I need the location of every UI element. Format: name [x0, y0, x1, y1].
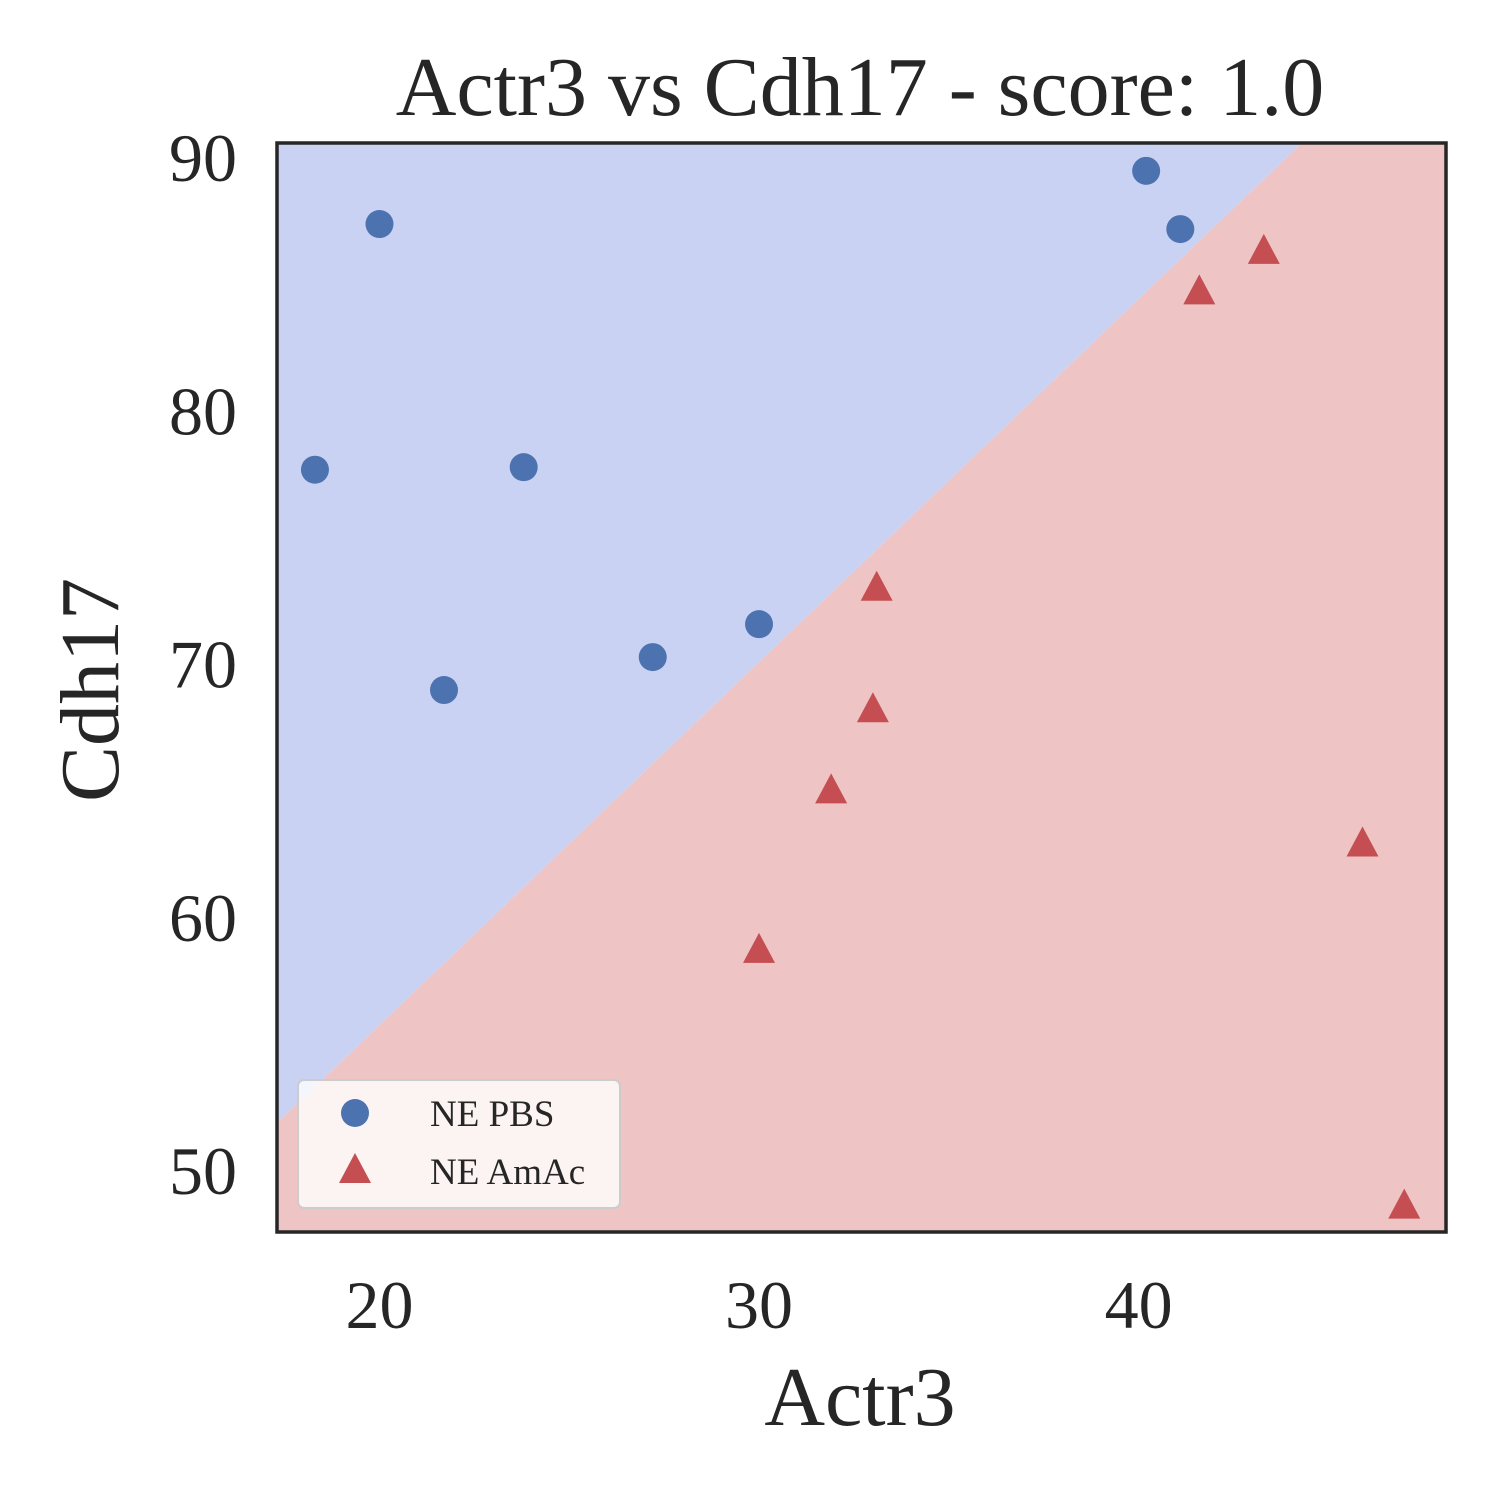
data-point — [638, 643, 667, 672]
data-point — [509, 453, 538, 482]
x-tick-labels: 20 30 40 — [345, 1267, 1172, 1343]
x-axis-label: Actr3 — [764, 1351, 955, 1444]
legend: NE PBS NE AmAc — [297, 1079, 621, 1209]
legend-triangle-marker — [339, 1153, 371, 1183]
data-point — [1183, 274, 1216, 305]
data-point — [815, 773, 848, 804]
data-point — [745, 610, 774, 639]
data-point — [1132, 156, 1161, 185]
y-tick-label: 60 — [169, 880, 237, 956]
data-point — [860, 570, 893, 601]
legend-item: NE PBS — [341, 1094, 554, 1135]
x-tick-label: 30 — [725, 1267, 793, 1343]
y-tick-labels: 50 60 70 80 90 — [169, 120, 237, 1209]
region-ne-pbs — [277, 143, 1302, 1124]
data-point — [430, 676, 458, 705]
data-point — [365, 210, 394, 239]
region-ne-amac — [277, 143, 1446, 1232]
legend-label: NE PBS — [430, 1094, 554, 1135]
data-point — [1388, 1188, 1421, 1219]
y-tick-label: 80 — [169, 373, 237, 449]
data-point — [856, 692, 889, 723]
x-tick-label: 20 — [345, 1267, 413, 1343]
chart-title: Actr3 vs Cdh17 - score: 1.0 — [396, 41, 1325, 134]
data-points — [300, 156, 1421, 1219]
data-point — [1247, 233, 1280, 264]
y-tick-label: 70 — [169, 627, 237, 703]
series-ne-pbs — [300, 156, 1195, 705]
data-point — [743, 932, 776, 963]
decision-regions — [277, 143, 1446, 1232]
legend-circle-marker — [341, 1099, 369, 1127]
legend-item: NE AmAc — [339, 1152, 585, 1193]
data-point — [1346, 826, 1379, 857]
plot-frame — [275, 141, 1448, 1234]
data-point — [1166, 215, 1195, 244]
y-tick-label: 90 — [169, 120, 237, 196]
legend-box — [297, 1079, 621, 1209]
legend-label: NE AmAc — [430, 1152, 585, 1193]
series-ne-amac — [743, 233, 1421, 1219]
y-axis-label: Cdh17 — [44, 578, 137, 802]
x-tick-label: 40 — [1105, 1267, 1173, 1343]
data-point — [300, 455, 329, 484]
y-tick-label: 50 — [169, 1133, 237, 1209]
